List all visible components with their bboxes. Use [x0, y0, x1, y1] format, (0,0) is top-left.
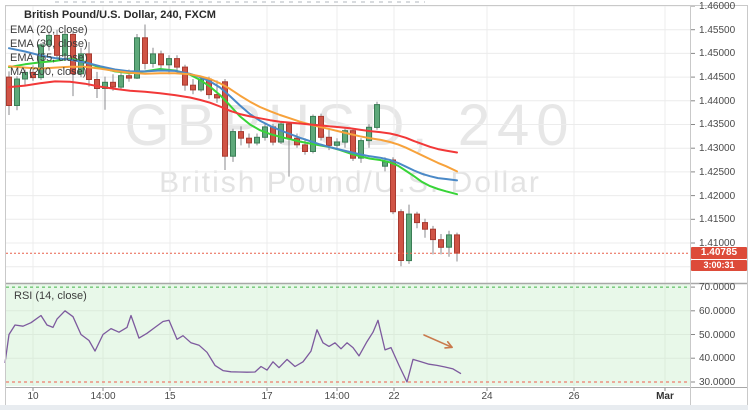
- time-axis-label: 22: [388, 391, 400, 402]
- price-axis-label: 1.45000: [699, 48, 736, 60]
- time-axis-label: 10: [27, 391, 39, 402]
- legend-ema20[interactable]: EMA (20, close): [10, 24, 88, 36]
- time-axis-label: 15: [164, 391, 176, 402]
- rsi-indicator-label[interactable]: RSI (14, close): [14, 290, 87, 302]
- price-axis-label: 1.46000: [699, 1, 736, 12]
- price-axis-label: 1.45500: [699, 24, 736, 36]
- price-axis-label: 1.42000: [699, 190, 736, 202]
- price-axis-label: 1.43500: [699, 119, 736, 131]
- current-price-badge: 1.40785: [691, 247, 747, 259]
- time-axis-label: Mar: [656, 391, 674, 402]
- legend-ema30[interactable]: EMA (30, close): [10, 38, 88, 50]
- rsi-axis-label: 70.0000: [699, 282, 736, 294]
- price-axis-label: 1.44000: [699, 95, 736, 107]
- rsi-axis-label: 40.0000: [699, 353, 736, 365]
- price-axis-label: 1.44500: [699, 72, 736, 84]
- price-axis-label: 1.41000: [699, 237, 736, 249]
- rsi-axis-label: 60.0000: [699, 305, 736, 317]
- rsi-axis-label: 30.0000: [699, 376, 736, 388]
- time-axis-label: 17: [261, 391, 273, 402]
- legend-ema55[interactable]: EMA (55, close): [10, 52, 88, 64]
- down-arrow-annotation: [423, 334, 453, 349]
- symbol-title[interactable]: British Pound/U.S. Dollar, 240, FXCM: [24, 9, 216, 21]
- time-axis-label: 26: [568, 391, 580, 402]
- time-axis-label: 14:00: [90, 391, 116, 402]
- rsi-axis-label: 50.0000: [699, 329, 736, 341]
- price-axis-label: 1.43000: [699, 143, 736, 155]
- bar-countdown-badge: 3:00:31: [691, 260, 747, 271]
- price-axis-label: 1.42500: [699, 166, 736, 178]
- watermark-symbol: GBPUSD, 240: [124, 93, 576, 158]
- time-axis-label: 14:00: [324, 391, 350, 402]
- price-axis-label: 1.41500: [699, 214, 736, 226]
- cropped-text-remnant: [55, 1, 425, 3]
- time-axis-label: 24: [481, 391, 493, 402]
- page-background-strip: [0, 405, 748, 410]
- legend-ma200[interactable]: MA (200, close): [10, 66, 87, 78]
